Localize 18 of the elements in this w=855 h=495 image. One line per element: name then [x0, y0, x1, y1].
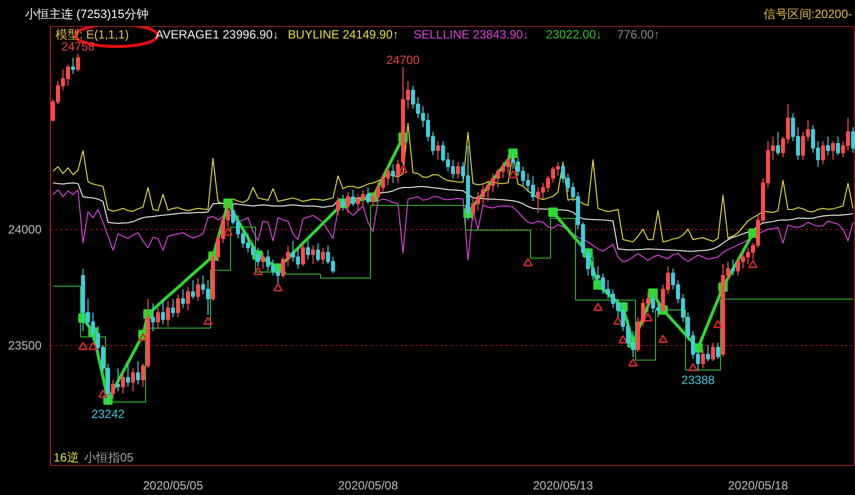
x-tick-label: 2020/05/13 — [532, 478, 594, 492]
annotation: 23242 — [91, 406, 126, 421]
annotation: 23022.00↓ — [546, 27, 602, 42]
annotation: 24758 — [61, 40, 96, 54]
chart-title: 小恒主连 (7253)15分钟 — [25, 6, 148, 23]
annotation: 16逆 — [54, 450, 79, 465]
annotation: 776.00↑ — [617, 27, 660, 42]
annotation: 24700 — [386, 53, 420, 68]
annotation: 小恒指05 — [84, 450, 134, 465]
x-tick-label: 2020/05/18 — [728, 478, 788, 492]
text: SELLLINE 23843.90↓ — [414, 27, 529, 42]
y-tick-label: 24000 — [8, 222, 42, 237]
text: BUYLINE 24149.90↑ — [288, 27, 399, 42]
x-tick-label: 2020/05/08 — [338, 478, 398, 492]
text: 信号区间:20200- — [763, 6, 852, 23]
y-tick-label: 23500 — [8, 338, 42, 353]
annotation: 23388 — [681, 372, 716, 387]
x-tick-label: 2020/05/05 — [142, 478, 204, 492]
